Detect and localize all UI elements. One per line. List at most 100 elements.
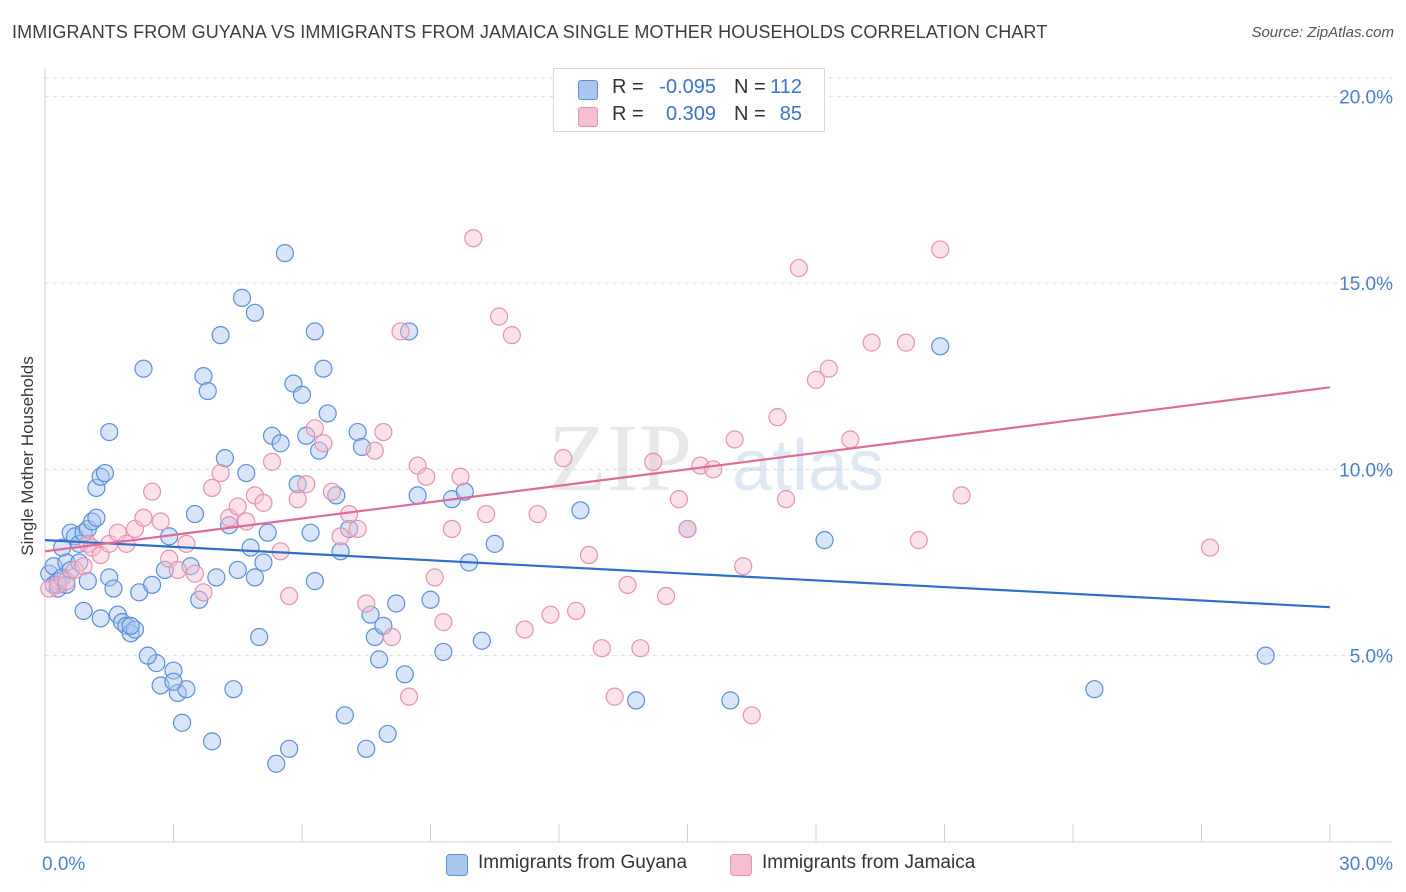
point-jamaica [151,512,170,531]
legend-swatch-jamaica [730,854,752,876]
point-jamaica [952,486,971,505]
legend-r-label: R = [612,76,644,98]
point-guyana [472,631,491,650]
point-jamaica [365,441,384,460]
point-jamaica [451,467,470,486]
point-guyana [357,739,376,758]
point-jamaica [228,497,247,516]
point-jamaica [528,504,547,524]
point-guyana [155,560,175,580]
point-jamaica [567,601,586,621]
point-guyana [455,482,474,501]
legend-swatch-jamaica [578,107,598,127]
point-jamaica [896,333,916,352]
point-jamaica [357,594,376,613]
point-guyana [237,463,256,483]
y-tick-label: 10.0% [1339,460,1393,481]
point-guyana [292,385,312,404]
point-guyana [305,572,324,591]
point-guyana [245,303,264,322]
point-jamaica [605,687,624,706]
point-jamaica [142,482,162,501]
point-guyana [245,568,264,587]
point-jamaica [776,490,796,509]
point-jamaica [442,519,462,539]
legend-n-label: N = [734,103,766,125]
point-jamaica [348,519,367,539]
point-jamaica [399,687,419,706]
point-guyana [202,732,222,751]
gridlines [45,77,1392,657]
point-guyana [91,609,110,628]
y-axis-label: Single Mother Households [18,356,37,556]
point-guyana [258,523,277,542]
point-jamaica [1200,538,1220,557]
point-jamaica [592,639,611,658]
point-jamaica [862,333,881,352]
point-guyana [164,672,183,691]
point-jamaica [669,490,689,509]
point-jamaica [134,508,153,527]
legend-row-jamaica: R = 0.309 N = 85 [554,101,824,129]
point-jamaica [704,460,723,479]
legend-swatch-guyana [578,80,598,100]
point-guyana [370,650,389,669]
point-guyana [408,486,427,505]
point-guyana [138,646,157,665]
point-guyana [421,590,440,609]
point-jamaica [734,557,753,576]
point-jamaica [331,527,350,546]
point-guyana [121,616,140,635]
point-jamaica [305,419,324,438]
trend-line-jamaica [44,386,1331,553]
point-jamaica [819,359,838,378]
series-jamaica [40,229,1220,725]
point-guyana [721,691,740,710]
point-jamaica [280,586,299,606]
point-guyana [395,665,414,684]
point-guyana [267,754,286,773]
point-jamaica [841,430,860,449]
stats-legend: R = -0.095 N = 112 R = 0.309 N = 85 [553,68,825,132]
point-jamaica [477,504,496,524]
point-jamaica [288,490,307,509]
point-guyana [232,288,252,307]
point-guyana [254,553,273,572]
point-jamaica [742,706,761,725]
point-guyana [78,572,97,591]
legend-n-value: 85 [779,103,802,125]
point-guyana [348,422,367,442]
point-jamaica [464,229,483,248]
point-jamaica [789,258,808,278]
watermark: ZIP atlas [548,404,884,511]
point-guyana [280,739,299,758]
y-tick-label: 15.0% [1339,274,1393,295]
y-tick-label: 20.0% [1339,88,1393,109]
point-guyana [104,579,123,598]
source-label: Source: ZipAtlas.com [1251,24,1394,41]
point-guyana [142,575,162,594]
point-guyana [931,337,950,356]
point-jamaica [177,534,196,553]
point-guyana [220,516,239,535]
point-guyana [215,449,234,468]
point-jamaica [434,613,453,632]
point-guyana [74,601,93,621]
point-jamaica [211,463,230,483]
point-jamaica [74,557,93,576]
point-jamaica [168,560,187,580]
point-jamaica [656,586,676,606]
point-jamaica [322,482,342,501]
point-jamaica [618,575,637,594]
point-guyana [301,523,320,542]
point-guyana [185,504,205,524]
point-jamaica [185,564,205,583]
point-guyana [95,463,115,483]
point-guyana [194,367,213,386]
point-jamaica [254,493,273,512]
point-jamaica [579,545,599,565]
point-guyana [224,680,243,699]
series-legend: Immigrants from Guyana Immigrants from J… [0,852,1406,878]
point-guyana [815,531,834,550]
